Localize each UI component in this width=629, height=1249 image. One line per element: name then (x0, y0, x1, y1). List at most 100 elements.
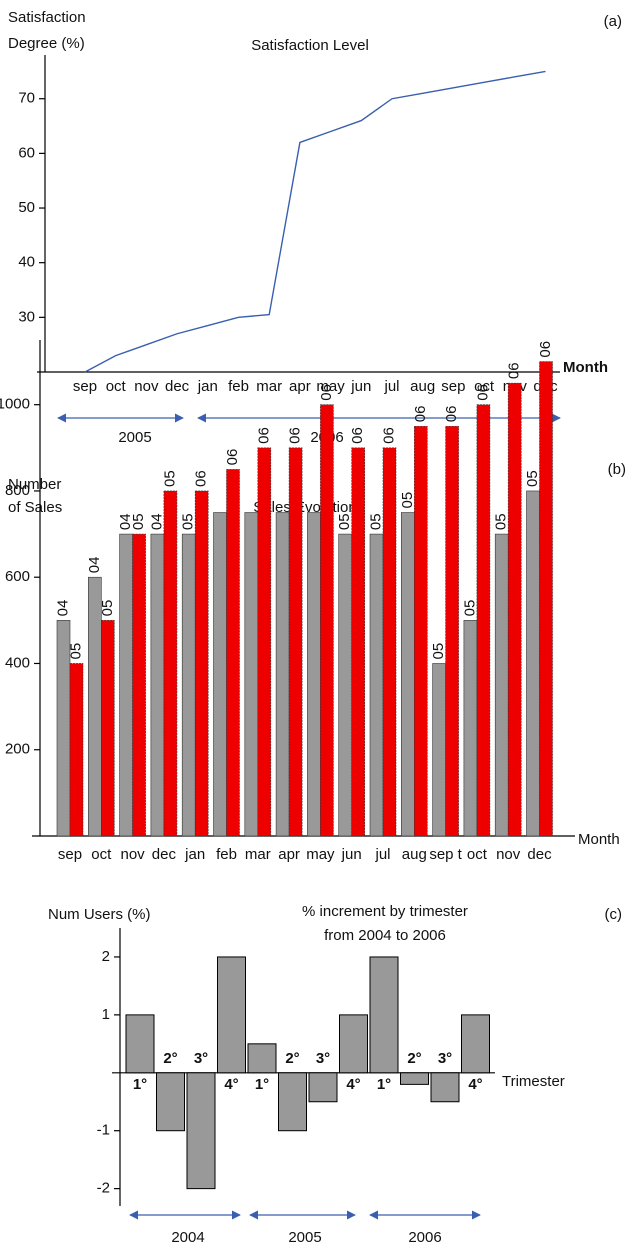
bar (400, 1072, 429, 1085)
y-tick-label: 1000 (0, 396, 30, 413)
y-tick-label: -1 (97, 1122, 110, 1139)
bar (69, 663, 84, 837)
bar (476, 404, 491, 837)
bar-label: 06 (537, 341, 554, 358)
x-tick-label: nov (134, 378, 159, 395)
bar-label: 04 (148, 513, 165, 530)
bar (338, 533, 353, 837)
y-tick-label: 70 (18, 90, 35, 107)
x-tick-label: sep (73, 378, 97, 395)
bar (226, 469, 240, 837)
bar (339, 1014, 368, 1074)
x-tick-label: nov (496, 846, 521, 863)
x-tick-label: 4° (224, 1076, 238, 1093)
x-tick-label: may (306, 846, 335, 863)
x-tick-label: jun (341, 846, 362, 863)
x-tick-label: nov (121, 846, 146, 863)
x-tick-label: dec (165, 378, 190, 395)
bar-label: 05 (180, 513, 197, 530)
x-tick-label: apr (278, 846, 300, 863)
bar-label: 06 (349, 427, 366, 444)
bar-label: 05 (99, 600, 116, 617)
panel-label: (b) (608, 461, 626, 478)
y-label: Number (8, 476, 61, 493)
x-tick-label: 3° (316, 1050, 330, 1067)
bar (445, 425, 459, 837)
bar-label: 06 (255, 427, 272, 444)
x-tick-label: may (316, 378, 345, 395)
x-tick-label: jul (374, 846, 390, 863)
bar-label: 06 (474, 384, 491, 401)
bar-label: 05 (399, 492, 416, 509)
bar (125, 1014, 155, 1074)
x-tick-label: dec (527, 846, 552, 863)
y-tick-label: 200 (5, 741, 30, 758)
x-tick-label: mar (256, 378, 282, 395)
bar (186, 1072, 216, 1190)
bar-label: 05 (493, 513, 510, 530)
y-tick-label: 400 (5, 654, 30, 671)
bar (156, 1072, 185, 1132)
bar-label: 05 (67, 643, 84, 660)
x-tick-label: 1° (255, 1076, 269, 1093)
chart-title: Satisfaction Level (251, 37, 369, 54)
x-tick-label: 2° (285, 1050, 299, 1067)
x-tick-label: 2° (407, 1050, 421, 1067)
bar (308, 1072, 338, 1103)
panel-label: (c) (605, 906, 623, 923)
x-tick-label: aug (402, 846, 427, 863)
bar (257, 447, 272, 837)
x-tick-label: 4° (468, 1076, 482, 1093)
x-tick-label: 1° (377, 1076, 391, 1093)
bar (382, 447, 397, 837)
bar (194, 490, 209, 837)
line (84, 70, 546, 373)
x-tick-label: jan (197, 378, 218, 395)
x-tick-label: feb (216, 846, 237, 863)
year-label: 2006 (408, 1229, 441, 1246)
x-tick-label: 3° (438, 1050, 452, 1067)
bar (119, 533, 133, 837)
y-tick-label: 800 (5, 482, 30, 499)
x-tick-label: 1° (133, 1076, 147, 1093)
bar (181, 533, 196, 837)
chart-title: % increment by trimester (302, 903, 468, 920)
y-tick-label: -2 (97, 1180, 110, 1197)
x-tick-label: oct (91, 846, 112, 863)
panel-label: (a) (604, 13, 622, 30)
y-tick-label: 1 (102, 1006, 110, 1023)
bar (413, 425, 428, 837)
y-label: Satisfaction (8, 9, 86, 26)
x-tick-label: sep t (429, 846, 462, 863)
bar (163, 490, 178, 837)
bar-label: 06 (224, 449, 241, 466)
bar-label: 05 (367, 513, 384, 530)
bar (217, 956, 246, 1074)
bar-label: 06 (506, 362, 523, 379)
year-label: 2005 (118, 429, 151, 446)
bar (507, 382, 522, 837)
bar-label: 06 (380, 427, 397, 444)
y-tick-label: 2 (102, 948, 110, 965)
bar-label: 05 (336, 513, 353, 530)
bar (275, 512, 290, 837)
bar-label: 05 (524, 470, 541, 487)
x-tick-label: sep (58, 846, 82, 863)
bar (526, 490, 540, 837)
bar-label: 06 (443, 406, 460, 423)
bar-label: 05 (161, 470, 178, 487)
bar (430, 1072, 460, 1103)
bar (150, 533, 165, 837)
y-label: Num Users (%) (48, 906, 151, 923)
x-tick-label: 2° (163, 1050, 177, 1067)
bar-label: 05 (430, 643, 447, 660)
x-tick-label: 4° (346, 1076, 360, 1093)
bar-label: 05 (130, 513, 147, 530)
x-tick-label: aug (410, 378, 435, 395)
bar (132, 533, 146, 837)
y-tick-label: 60 (18, 144, 35, 161)
bar (351, 447, 366, 837)
bar (463, 620, 478, 837)
bar (494, 533, 509, 837)
